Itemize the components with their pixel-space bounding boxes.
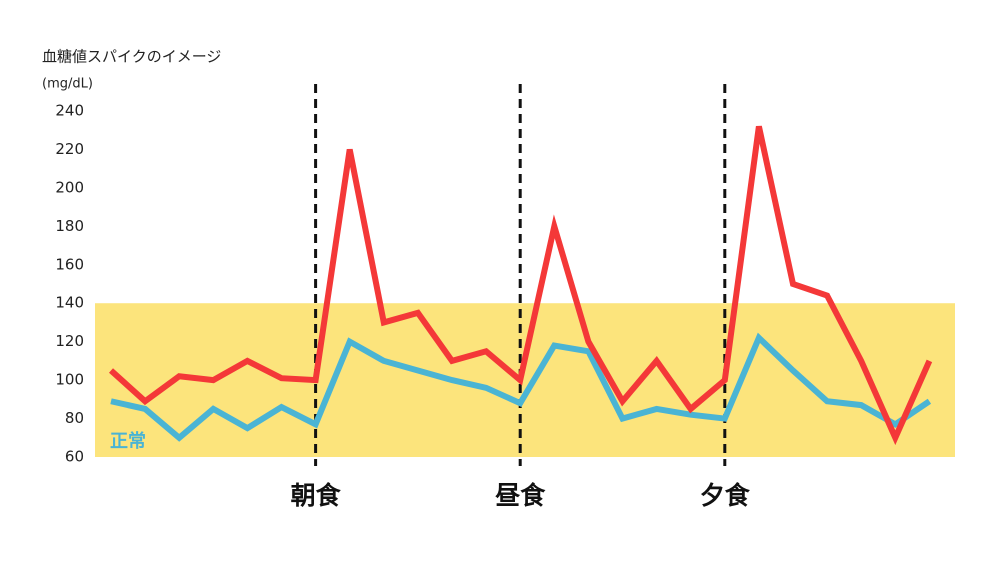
x-tick-label: 夕食	[700, 481, 751, 510]
y-tick-label: 80	[65, 409, 84, 427]
normal-band	[95, 303, 955, 457]
y-tick-label: 100	[55, 371, 84, 389]
y-tick-label: 220	[55, 140, 84, 158]
y-tick-label: 240	[55, 102, 84, 120]
y-tick-label: 60	[65, 448, 84, 466]
y-tick-label: 120	[55, 332, 84, 350]
x-tick-label: 昼食	[495, 481, 546, 510]
y-tick-label: 180	[55, 217, 84, 235]
y-tick-label: 160	[55, 255, 84, 273]
chart-title: 血糖値スパイクのイメージ	[42, 48, 221, 66]
data-line	[110, 332, 932, 442]
y-tick-label: 140	[55, 294, 84, 312]
data-line	[108, 125, 933, 446]
x-tick-label: 朝食	[291, 481, 342, 510]
normal-label: 正常	[110, 430, 146, 452]
y-tick-label: 200	[55, 178, 84, 196]
y-axis-label: (mg/dL)	[42, 77, 93, 92]
